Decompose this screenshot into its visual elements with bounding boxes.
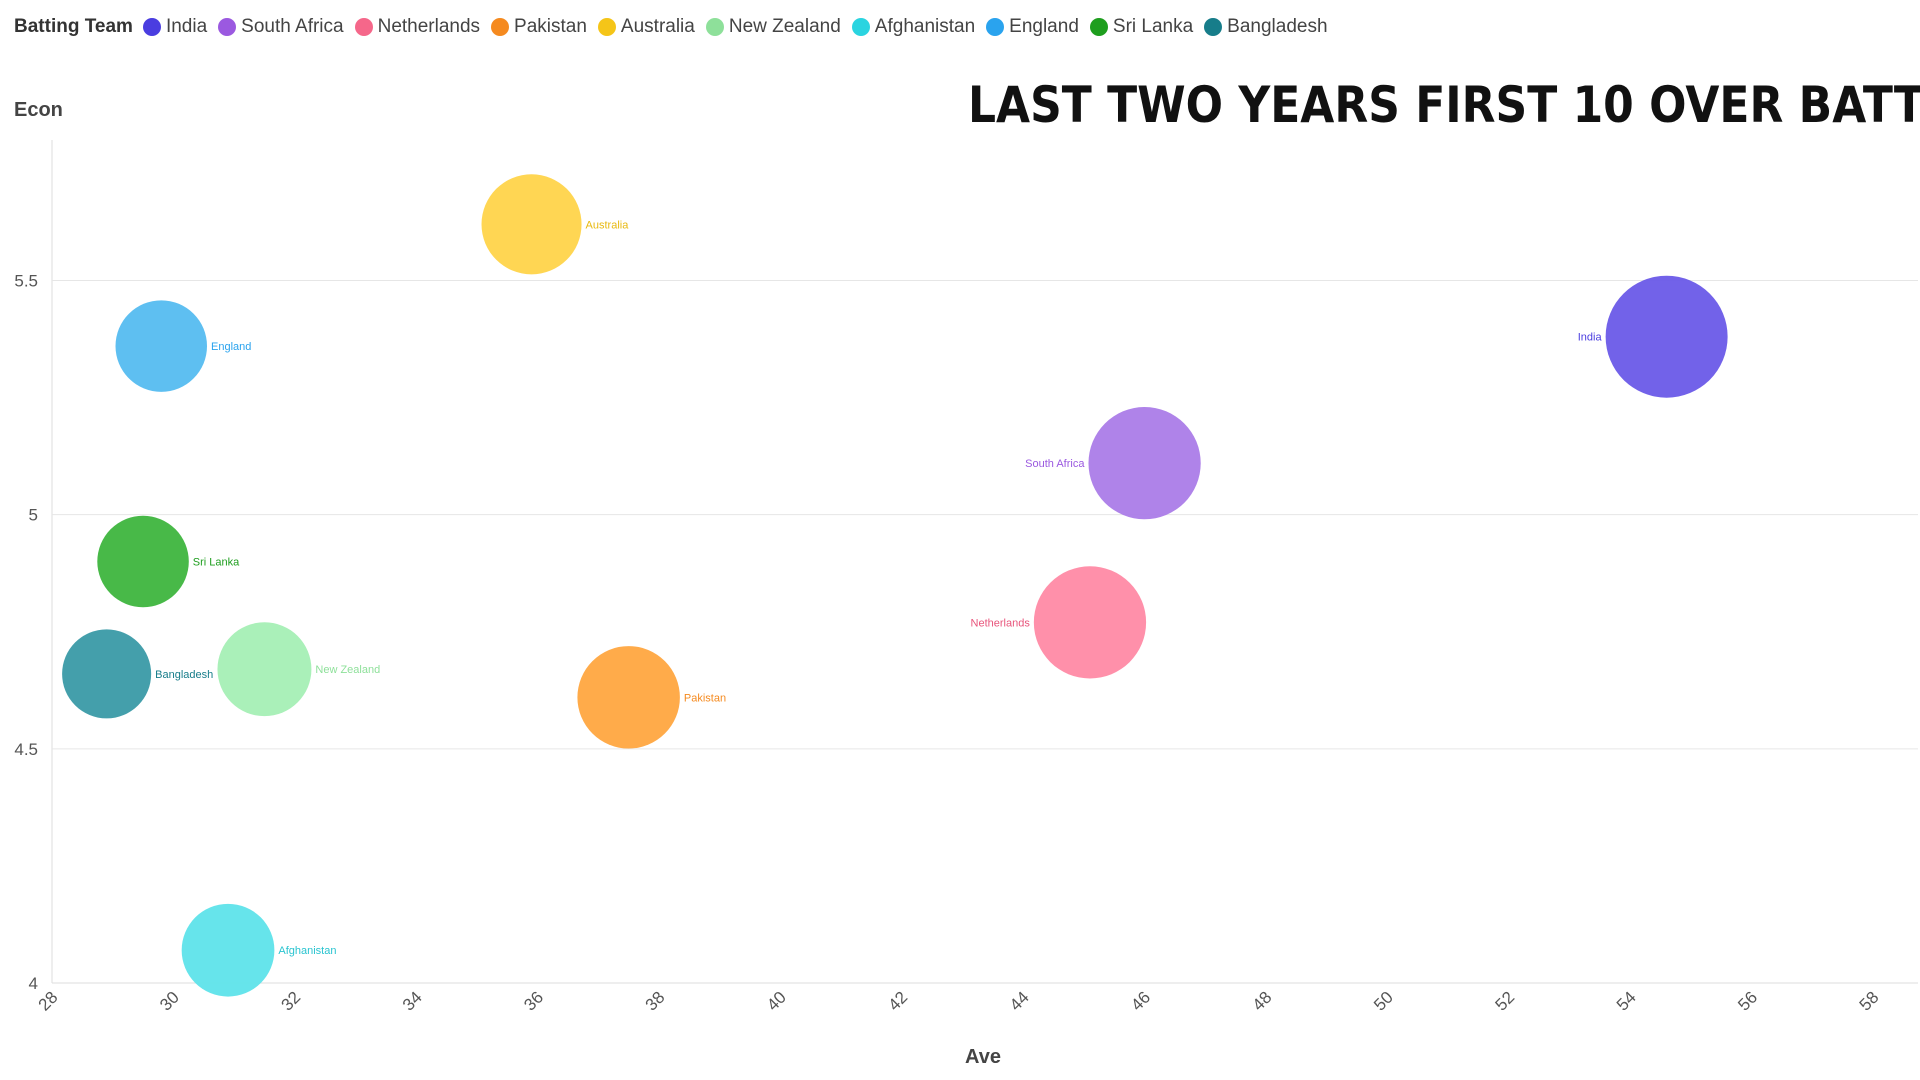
bubble bbox=[1088, 407, 1201, 520]
x-tick-label: 38 bbox=[642, 988, 669, 1015]
y-axis-title: Econ bbox=[14, 99, 63, 121]
bubble-label: Australia bbox=[586, 219, 630, 231]
chart-title: LAST TWO YEARS FIRST 10 OVER BATTING bbox=[968, 76, 1920, 134]
bubble-label: Bangladesh bbox=[155, 669, 213, 681]
legend-swatch bbox=[218, 18, 237, 36]
legend-label: South Africa bbox=[241, 16, 344, 37]
x-tick-label: 46 bbox=[1127, 988, 1154, 1015]
legend-label: New Zealand bbox=[728, 16, 841, 37]
y-tick-label: 5 bbox=[29, 506, 38, 525]
legend-swatch bbox=[1204, 18, 1223, 36]
legend-item[interactable]: Pakistan bbox=[491, 16, 587, 38]
bubble bbox=[62, 629, 152, 719]
bubble bbox=[115, 300, 208, 392]
legend-swatch bbox=[354, 18, 373, 36]
bubble-label: New Zealand bbox=[315, 664, 380, 676]
legend-label: Netherlands bbox=[377, 16, 481, 37]
bubble bbox=[97, 515, 189, 608]
y-tick-label: 4 bbox=[29, 974, 38, 993]
bubble-label: Netherlands bbox=[971, 617, 1031, 629]
legend-item[interactable]: England bbox=[986, 16, 1079, 38]
bubble bbox=[217, 622, 312, 717]
x-tick-label: 44 bbox=[1006, 988, 1033, 1015]
legend-swatch bbox=[142, 18, 161, 36]
legend-title: Batting Team bbox=[14, 16, 133, 37]
bubble-label: England bbox=[211, 341, 251, 353]
legend-item[interactable]: Afghanistan bbox=[851, 16, 976, 38]
bubble bbox=[1605, 275, 1728, 398]
x-tick-label: 50 bbox=[1370, 988, 1397, 1015]
y-tick-label: 4.5 bbox=[14, 740, 38, 759]
legend-label: Sri Lanka bbox=[1112, 16, 1194, 37]
legend-label: India bbox=[165, 16, 208, 37]
legend-swatch bbox=[705, 18, 724, 36]
x-tick-label: 32 bbox=[278, 988, 305, 1015]
bubble bbox=[577, 646, 680, 749]
legend: Batting Team India South Africa Netherland… bbox=[14, 12, 1339, 42]
bubble-label: South Africa bbox=[1025, 458, 1085, 470]
legend-item[interactable]: South Africa bbox=[218, 16, 344, 38]
x-tick-label: 56 bbox=[1734, 988, 1761, 1015]
x-tick-label: 42 bbox=[885, 988, 912, 1015]
x-axis-title: Ave bbox=[965, 1046, 1001, 1068]
legend-swatch bbox=[597, 18, 616, 36]
legend-label: England bbox=[1009, 16, 1079, 37]
bubble bbox=[181, 903, 275, 997]
bubble bbox=[481, 174, 582, 275]
bubble-label: Sri Lanka bbox=[193, 557, 240, 569]
legend-swatch bbox=[986, 18, 1005, 36]
legend-label: Afghanistan bbox=[874, 16, 976, 37]
legend-item[interactable]: Bangladesh bbox=[1204, 16, 1328, 38]
bubble bbox=[1033, 566, 1147, 679]
legend-label: Bangladesh bbox=[1227, 16, 1328, 37]
legend-swatch bbox=[851, 18, 870, 36]
legend-label: Pakistan bbox=[514, 16, 587, 37]
legend-label: Australia bbox=[620, 16, 695, 37]
x-tick-label: 34 bbox=[399, 988, 426, 1015]
bubble-label: Afghanistan bbox=[278, 945, 336, 957]
legend-swatch bbox=[1089, 18, 1108, 36]
legend-item[interactable]: India bbox=[142, 16, 208, 38]
bubble-label: Pakistan bbox=[684, 692, 726, 704]
x-tick-label: 30 bbox=[156, 988, 183, 1015]
legend-item[interactable]: Australia bbox=[597, 16, 695, 38]
legend-item[interactable]: Sri Lanka bbox=[1089, 16, 1194, 38]
legend-item[interactable]: Netherlands bbox=[354, 16, 481, 38]
y-tick-label: 5.5 bbox=[14, 272, 38, 291]
bubble-label: India bbox=[1578, 332, 1603, 344]
legend-item[interactable]: New Zealand bbox=[705, 16, 841, 38]
x-tick-label: 58 bbox=[1856, 988, 1883, 1015]
x-tick-label: 48 bbox=[1249, 988, 1276, 1015]
x-tick-label: 36 bbox=[520, 988, 547, 1015]
x-tick-label: 40 bbox=[763, 988, 790, 1015]
x-tick-label: 54 bbox=[1613, 988, 1640, 1015]
x-tick-label: 28 bbox=[35, 988, 62, 1015]
legend-swatch bbox=[491, 18, 510, 36]
x-tick-label: 52 bbox=[1492, 988, 1519, 1015]
